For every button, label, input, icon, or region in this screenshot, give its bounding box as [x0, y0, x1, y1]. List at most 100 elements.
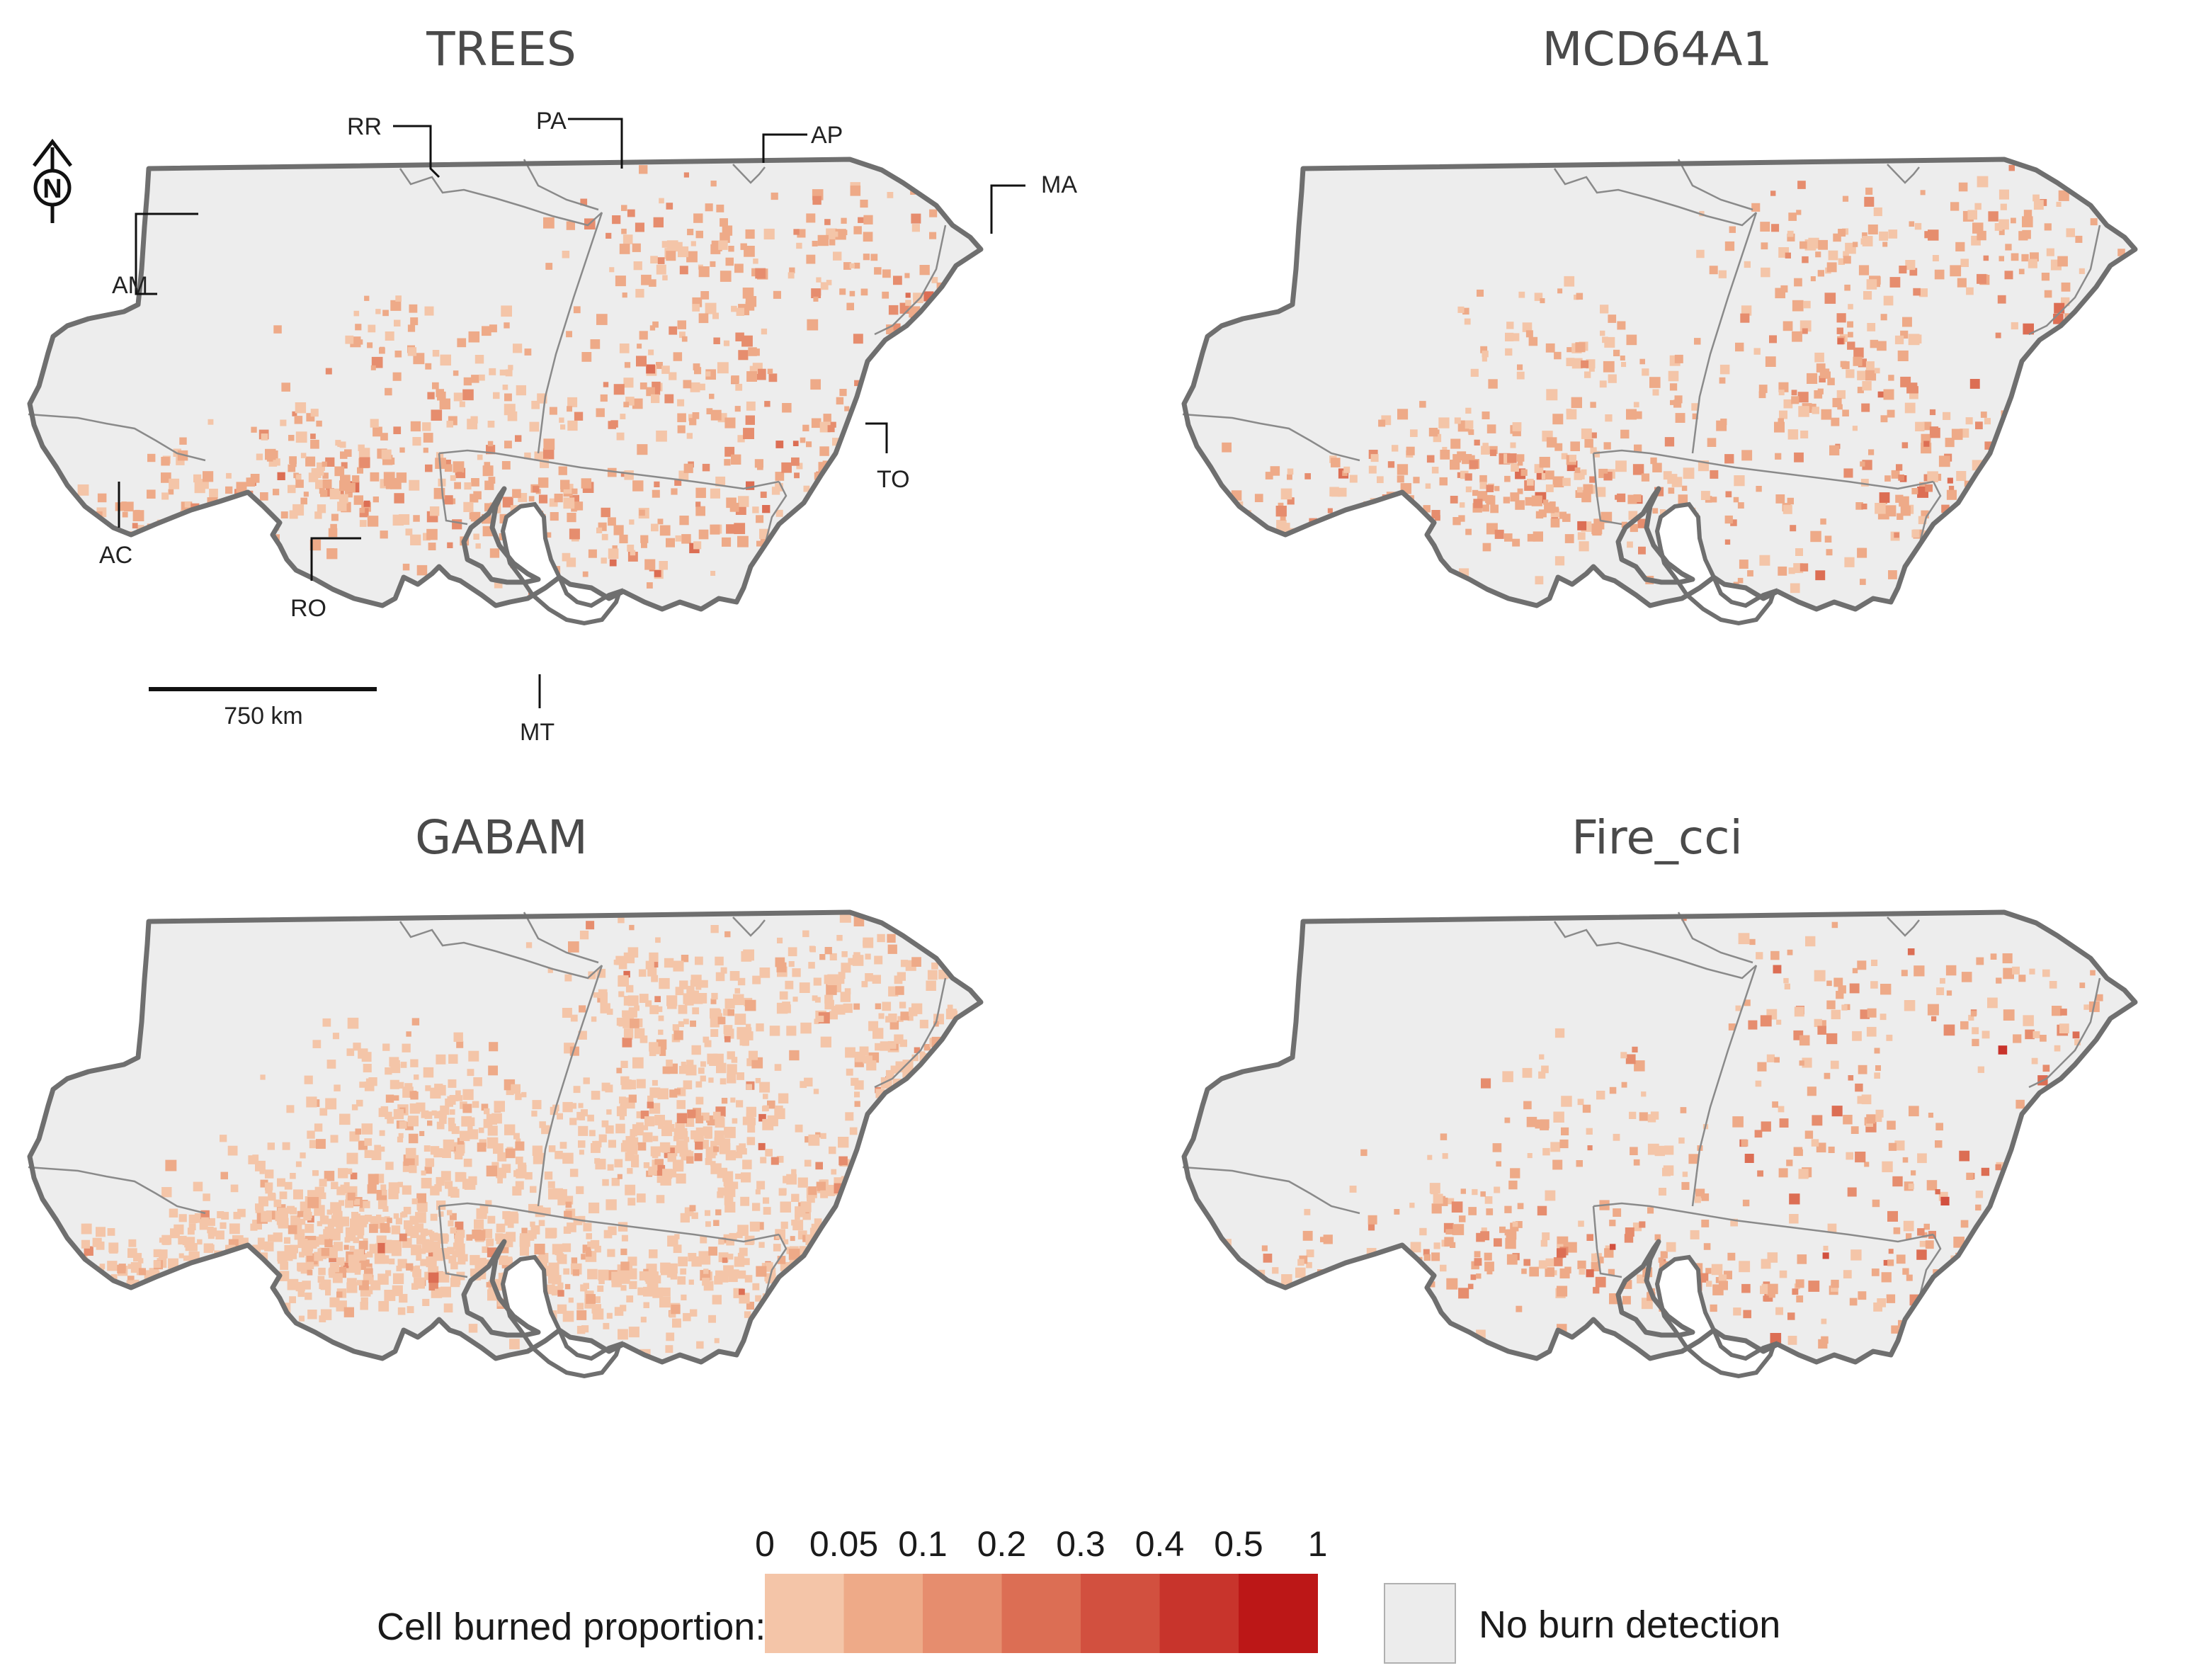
burn-cell [161, 457, 170, 466]
burn-cell [297, 1263, 307, 1272]
burn-cell [1780, 672, 1786, 679]
burn-cell [1718, 1281, 1728, 1290]
burn-cell [800, 1081, 807, 1089]
burn-cell [119, 571, 130, 582]
burn-cell [425, 1085, 431, 1091]
burn-cell [1827, 1223, 1837, 1233]
burn-cell [412, 437, 421, 446]
burn-cell [355, 1128, 361, 1135]
burn-cell [731, 454, 741, 465]
burn-cell [807, 1321, 814, 1327]
panel-title-trees: TREES [426, 22, 576, 76]
burn-cell [824, 1237, 834, 1247]
burn-cell [1003, 1122, 1011, 1130]
burn-cell [443, 495, 453, 505]
burn-cell [878, 1013, 885, 1019]
burn-cell [1324, 1277, 1331, 1283]
burn-cell [1609, 1220, 1616, 1227]
burn-cell [411, 1283, 419, 1290]
burn-cell [848, 1193, 858, 1201]
burn-cell [915, 1168, 922, 1174]
burn-cell [911, 1054, 919, 1062]
burn-cell [576, 1302, 584, 1310]
burn-cell [392, 1273, 404, 1284]
burn-cell [2052, 1112, 2062, 1123]
burn-cell [1904, 1000, 1916, 1011]
burn-cell [1857, 547, 1867, 558]
burn-cell [1553, 1111, 1564, 1123]
burn-cell [942, 1042, 950, 1050]
burn-cell [627, 209, 635, 217]
burn-cell [462, 1179, 472, 1189]
burn-cell [1908, 334, 1920, 346]
burn-cell [562, 1158, 569, 1164]
burn-cell [410, 1059, 419, 1067]
burn-cell [1857, 387, 1864, 394]
burn-cell [1735, 342, 1744, 352]
burn-cell [791, 1169, 797, 1175]
burn-cell [762, 1118, 774, 1130]
burn-cell [1660, 509, 1666, 516]
burn-cell [809, 513, 819, 524]
burn-cell [513, 344, 523, 353]
burn-cell [380, 1184, 387, 1191]
burn-cell [777, 1256, 786, 1264]
burn-cell [1916, 1249, 1927, 1260]
burn-cell [1632, 1046, 1638, 1052]
burn-cell [632, 1057, 644, 1069]
burn-cell [1578, 1220, 1584, 1227]
burn-cell [1983, 255, 1989, 261]
burn-cell [651, 394, 660, 404]
burn-cell [2037, 437, 2047, 448]
burn-cell [312, 1193, 320, 1201]
burn-cell [380, 1146, 385, 1152]
burn-cell [367, 1184, 377, 1194]
burn-cell [379, 347, 385, 354]
burn-cell [187, 1312, 198, 1323]
burn-cell [466, 1234, 473, 1241]
burn-cell [961, 340, 970, 349]
burn-cell [388, 1188, 399, 1200]
burn-cell [664, 958, 674, 968]
burn-cell [1792, 1288, 1799, 1295]
burn-cell [493, 1143, 504, 1154]
burn-cell [330, 1135, 339, 1143]
burn-cell [298, 1239, 308, 1249]
burn-cell [771, 1157, 779, 1165]
burn-cell [309, 1140, 318, 1149]
burn-cell [537, 1432, 542, 1438]
burn-cell [737, 1072, 744, 1080]
burn-cell [559, 1142, 567, 1149]
burn-cell [620, 1076, 630, 1085]
burn-cell [878, 1175, 886, 1184]
burn-cell [2137, 1117, 2144, 1124]
burn-cell [674, 478, 682, 486]
burn-cell [503, 1421, 513, 1431]
burn-cell [489, 1449, 496, 1457]
burn-cell [1831, 1009, 1841, 1020]
burn-cell [1765, 356, 1776, 367]
burn-cell [538, 1253, 549, 1263]
burn-cell [220, 1305, 229, 1315]
burn-cell [506, 1087, 514, 1096]
burn-cell [279, 1191, 288, 1200]
burn-cell [567, 513, 576, 523]
burn-cell [1479, 475, 1487, 483]
burn-cell [1918, 516, 1927, 525]
burn-cell [1893, 1227, 1901, 1235]
burn-cell [459, 1130, 470, 1142]
burn-cell [473, 533, 479, 540]
burn-cell [736, 1100, 744, 1108]
burn-cell [533, 1465, 539, 1471]
burn-cell [1387, 1296, 1397, 1305]
burn-cell [720, 271, 732, 282]
burn-cell [937, 1175, 947, 1185]
burn-cell [1021, 278, 1029, 285]
burn-cell [1855, 502, 1863, 510]
burn-cell [626, 1295, 634, 1302]
burn-cell [826, 280, 832, 285]
burn-cell [1627, 1407, 1633, 1413]
burn-cell [563, 1226, 572, 1234]
burn-cell [880, 380, 890, 390]
burn-cell [695, 230, 703, 239]
